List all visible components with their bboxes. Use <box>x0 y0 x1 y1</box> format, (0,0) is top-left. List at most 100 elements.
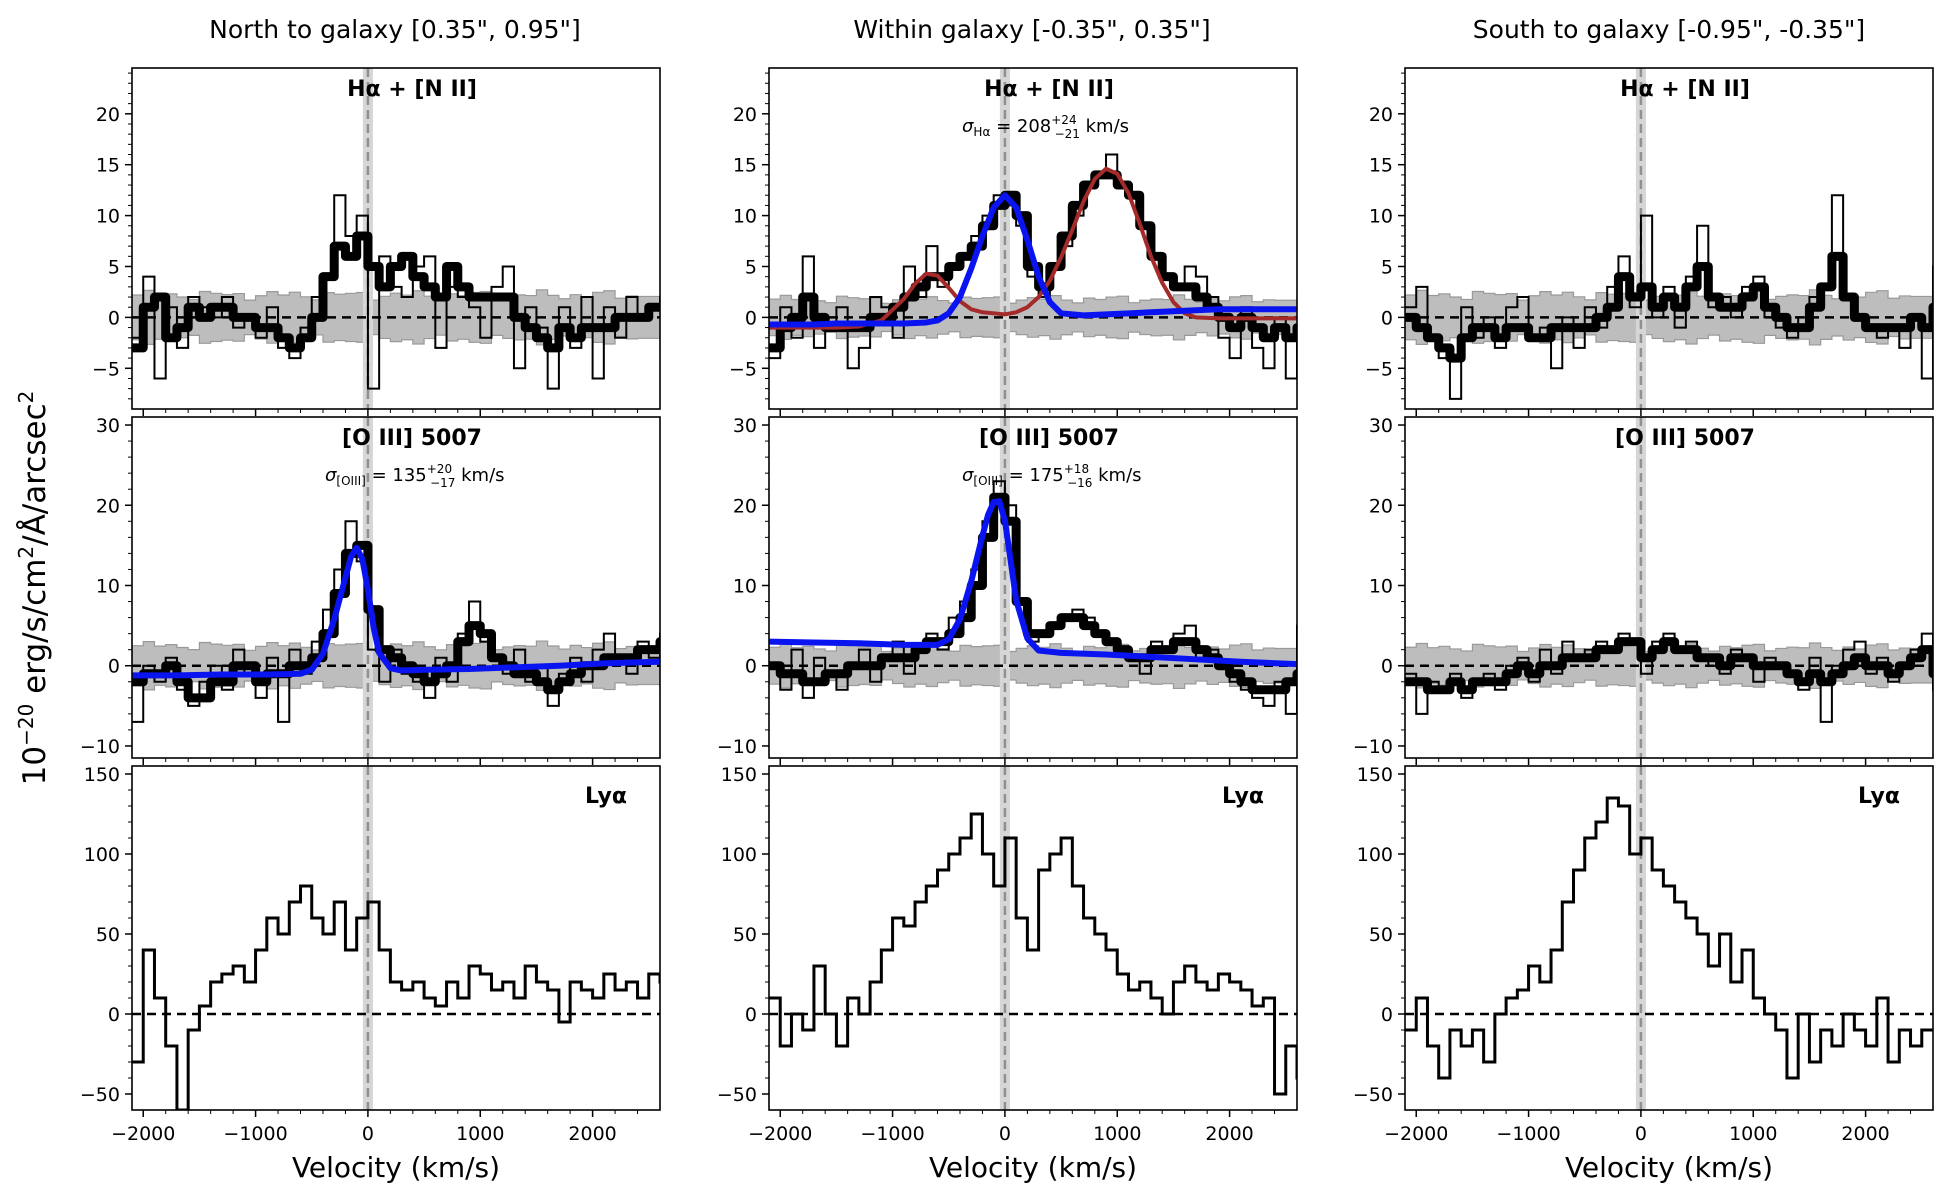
panel-north-oiii-ytick-label: 30 <box>96 415 120 437</box>
panel-within-oiii-sigma-value: = 175 <box>1003 465 1064 486</box>
panel-south-oiii-ytick-label: 20 <box>1369 495 1393 517</box>
panel-within-lya-plot-area <box>769 766 1297 1110</box>
panel-within-oiii-ytick-label: 20 <box>733 495 757 517</box>
column-title-south: South to galaxy [-0.95", -0.35"] <box>1473 15 1865 44</box>
panel-north-lya-ytick-label: −50 <box>80 1084 120 1106</box>
panel-north-lya-xtick-label: −2000 <box>111 1123 175 1145</box>
panel-south-lya-plot-area <box>1405 766 1933 1110</box>
panel-within-oiii-ytick-label: 0 <box>745 656 757 678</box>
panel-north-oiii-sigma-unit: km/s <box>455 465 504 486</box>
panel-within-lya-xlabel: Velocity (km/s) <box>929 1151 1137 1184</box>
panel-within-oiii-ytick-label: 30 <box>733 415 757 437</box>
panel-north-lya-ytick-label: 100 <box>84 844 120 866</box>
panel-north-halpha-ytick-label: 10 <box>96 206 120 228</box>
panel-within-lya-xtick-label: −2000 <box>748 1123 812 1145</box>
panel-north-lya: −50 0 50 100 150 −2000 −1000 0 1000 2000 Lyα Veloci… <box>80 764 661 1184</box>
panel-north-halpha-ytick-label: 15 <box>96 155 120 177</box>
panel-within-lya-line-label: Lyα <box>1222 784 1264 809</box>
panel-within-lya-xtick-label: 2000 <box>1205 1123 1253 1145</box>
panel-within-halpha-sigma-sup: +24 <box>1051 113 1076 127</box>
panel-south-halpha-series-smoothed <box>1405 251 1933 363</box>
panel-north-lya-frame <box>131 765 661 1111</box>
panel-within-oiii-series-fit-blue <box>769 498 1297 668</box>
panel-north-halpha-frame <box>131 67 661 410</box>
panel-within-lya-xtick-label: −1000 <box>860 1123 924 1145</box>
panel-within-oiii-sigma-sup: +18 <box>1064 462 1089 476</box>
panel-south-halpha-ytick-label: −5 <box>1365 358 1393 380</box>
panel-within-halpha-ytick-label: 10 <box>733 206 757 228</box>
panel-south-oiii-plot-area <box>1405 417 1933 758</box>
panel-south-halpha-frame <box>1404 67 1934 410</box>
panel-north-lya-xtick-label: 2000 <box>568 1123 616 1145</box>
panel-south-halpha-ytick-label: 10 <box>1369 206 1393 228</box>
panel-south-lya-ytick-label: 100 <box>1357 844 1393 866</box>
panel-within-halpha-ytick-label: 20 <box>733 104 757 126</box>
panel-south-oiii-ytick-label: 30 <box>1369 415 1393 437</box>
panel-north-oiii-sigma-value: = 135 <box>366 465 427 486</box>
panel-south-lya-ytick-label: 50 <box>1369 924 1393 946</box>
panel-within-lya-frame <box>768 765 1298 1111</box>
panel-north-lya-plot-area <box>132 766 660 1110</box>
panel-within-halpha-ytick-label: 5 <box>745 256 757 278</box>
ylabel-units: erg/s/cm <box>17 559 53 704</box>
panel-south-halpha-ytick-label: 0 <box>1381 307 1393 329</box>
panel-south-oiii-ytick-label: 0 <box>1381 656 1393 678</box>
ylabel-exponent: −20 <box>14 704 38 746</box>
panel-south-oiii-ytick-label: 10 <box>1369 575 1393 597</box>
panel-within-oiii-ytick-label: −10 <box>717 736 757 758</box>
panel-north-lya-ytick-label: 0 <box>108 1004 120 1026</box>
panel-south-lya-xtick-label: 1000 <box>1729 1123 1777 1145</box>
panel-north-oiii-line-label: [O III] 5007 <box>342 426 482 451</box>
panel-within-oiii-sigma-annotation: σ[OIII] = 175+18 −16 km/s <box>962 462 1142 490</box>
panel-within-oiii-plot-area <box>769 417 1297 758</box>
panel-within-halpha-plot-area <box>769 68 1297 409</box>
panel-within-lya-xtick-label: 0 <box>999 1123 1011 1145</box>
panel-south-oiii: −10 0 10 20 30 [O III] 5007 <box>1353 415 1934 765</box>
panel-within-oiii-line-label: [O III] 5007 <box>979 426 1119 451</box>
panel-within-halpha-ytick-label: 15 <box>733 155 757 177</box>
panel-within-halpha-sigma-subval: −21 <box>1055 127 1080 141</box>
panel-within-lya-ytick-label: −50 <box>717 1084 757 1106</box>
panel-south-lya-ytick-label: 150 <box>1357 764 1393 786</box>
panel-within-oiii-ytick-label: 10 <box>733 575 757 597</box>
panel-within-halpha-sigma-sub: Hα <box>973 125 990 139</box>
panel-north-oiii-sigma-subval: −17 <box>430 476 455 490</box>
panel-north-halpha-ytick-label: 5 <box>108 256 120 278</box>
panel-south-halpha: −5 0 5 10 15 20 Hα + [N II] <box>1365 67 1934 416</box>
panel-within-halpha-sigma-annotation: σHα = 208+24 −21 km/s <box>962 113 1129 141</box>
panel-north-oiii-frame <box>131 416 661 759</box>
panel-north-oiii-ytick-label: 0 <box>108 656 120 678</box>
panel-south-lya: −50 0 50 100 150 −2000 −1000 0 1000 2000 Lyα Veloci… <box>1353 764 1934 1184</box>
panel-within-oiii-sigma-unit: km/s <box>1092 465 1141 486</box>
panel-within-lya-ytick-label: 0 <box>745 1004 757 1026</box>
panel-north-lya-xtick-label: −1000 <box>223 1123 287 1145</box>
panel-north-halpha-ytick-label: 20 <box>96 104 120 126</box>
panel-within-halpha-frame <box>768 67 1298 410</box>
panel-within-oiii-sigma-symbol: σ <box>962 465 974 486</box>
column-title-north: North to galaxy [0.35", 0.95"] <box>209 15 581 44</box>
panel-within-halpha-ytick-label: −5 <box>729 358 757 380</box>
panel-within-halpha-line-label: Hα + [N II] <box>984 77 1114 102</box>
panel-north-lya-xlabel: Velocity (km/s) <box>292 1151 500 1184</box>
figure-ylabel: 10−20 erg/s/cm2/Å/arcsec2 <box>14 391 53 786</box>
panel-south-halpha-line-label: Hα + [N II] <box>1620 77 1750 102</box>
column-title-within: Within galaxy [-0.35", 0.35"] <box>853 15 1210 44</box>
panel-within-halpha-sigma-unit: km/s <box>1080 116 1129 137</box>
panel-within-lya-ytick-label: 50 <box>733 924 757 946</box>
panel-south-lya-frame <box>1404 765 1934 1111</box>
panel-south-oiii-series-smoothed <box>1405 637 1933 695</box>
panel-north-lya-ytick-label: 50 <box>96 924 120 946</box>
panel-within-halpha-series-fit-blue <box>769 192 1297 328</box>
panel-south-lya-line-label: Lyα <box>1858 784 1900 809</box>
panel-north-oiii-sigma-sub: [OIII] <box>336 474 365 488</box>
panel-within-oiii-sigma-subval: −16 <box>1067 476 1092 490</box>
panel-within-oiii-frame <box>768 416 1298 759</box>
panel-north-lya-ytick-label: 150 <box>84 764 120 786</box>
panel-south-oiii-frame <box>1404 416 1934 759</box>
panel-within-oiii-sigma-sub: [OIII] <box>973 474 1002 488</box>
panel-north-halpha-line-label: Hα + [N II] <box>347 77 477 102</box>
panel-within-lya-ytick-label: 100 <box>721 844 757 866</box>
panel-south-oiii-line-label: [O III] 5007 <box>1615 426 1755 451</box>
